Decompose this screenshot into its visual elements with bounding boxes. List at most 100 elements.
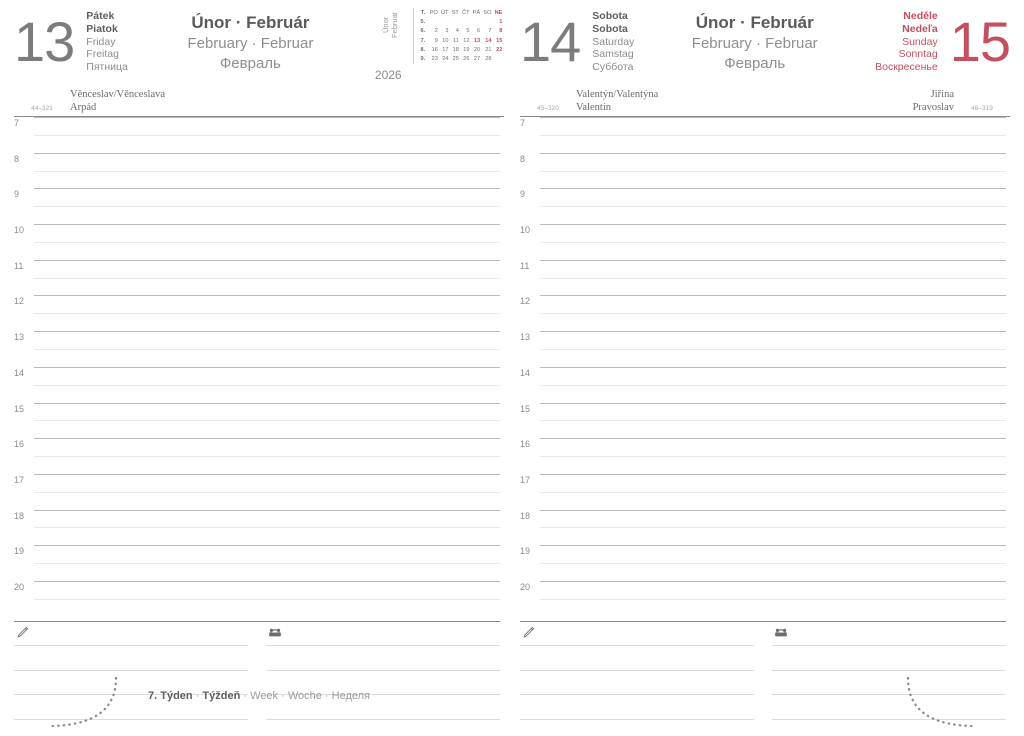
hour-row[interactable]: 11 bbox=[520, 259, 1010, 296]
mini-cal-day[interactable]: 11 bbox=[453, 37, 459, 44]
mini-cal-day[interactable]: 2 bbox=[434, 28, 438, 35]
hour-row[interactable]: 10 bbox=[520, 224, 1010, 260]
mini-cal-day[interactable] bbox=[450, 17, 460, 26]
mini-cal-day[interactable]: 7 bbox=[488, 28, 492, 35]
note-line[interactable] bbox=[520, 646, 754, 671]
note-line[interactable] bbox=[14, 646, 248, 671]
mini-cal-day[interactable]: 3 bbox=[445, 28, 449, 35]
hour-row[interactable]: 18 bbox=[14, 509, 504, 546]
note-line[interactable] bbox=[14, 622, 248, 647]
day-name-en: Friday bbox=[86, 35, 116, 48]
day-name-sk: Piatok bbox=[86, 22, 118, 35]
note-line[interactable] bbox=[772, 622, 1006, 647]
mini-cal-day[interactable]: 27 bbox=[473, 56, 481, 63]
hour-row[interactable]: 18 bbox=[520, 509, 1010, 546]
note-line[interactable] bbox=[772, 671, 1006, 696]
hour-row[interactable]: 19 bbox=[14, 545, 504, 581]
notes-block-right bbox=[520, 622, 1010, 720]
note-line[interactable] bbox=[520, 695, 754, 720]
hour-row[interactable]: 15 bbox=[14, 402, 504, 439]
mini-cal-day[interactable]: 15 bbox=[496, 37, 503, 44]
notes-column-memo-right[interactable] bbox=[520, 622, 754, 720]
nameday-sunday-line2: Pravoslav bbox=[912, 101, 954, 113]
half-hour-line bbox=[34, 384, 500, 386]
mini-cal-day[interactable]: 1 bbox=[499, 18, 503, 25]
hour-row[interactable]: 14 bbox=[14, 366, 504, 403]
mini-cal-day[interactable]: 8 bbox=[499, 28, 503, 35]
mini-cal-day[interactable]: 25 bbox=[452, 56, 459, 63]
mini-cal-day[interactable]: 5 bbox=[466, 28, 470, 35]
note-line[interactable] bbox=[520, 671, 754, 696]
mini-cal-day[interactable]: 18 bbox=[452, 47, 459, 54]
mini-cal-day[interactable] bbox=[493, 55, 504, 64]
hour-label: 16 bbox=[520, 439, 531, 450]
hour-label: 14 bbox=[14, 367, 25, 378]
hour-row[interactable]: 7 bbox=[14, 117, 504, 153]
hour-row[interactable]: 7 bbox=[520, 117, 1010, 153]
half-hour-line bbox=[34, 420, 269, 422]
hour-row[interactable]: 8 bbox=[520, 152, 1010, 189]
mini-cal-day[interactable]: 20 bbox=[473, 47, 481, 54]
day-name-cs: Pátek bbox=[86, 10, 115, 22]
mini-cal-day[interactable] bbox=[428, 17, 439, 26]
note-line[interactable] bbox=[520, 622, 754, 647]
mini-cal-day[interactable]: 16 bbox=[431, 47, 438, 54]
hour-row[interactable]: 20 bbox=[14, 580, 504, 617]
mini-cal-day[interactable]: 28 bbox=[485, 56, 492, 63]
hour-row[interactable]: 8 bbox=[14, 152, 504, 189]
half-hour-line bbox=[540, 134, 775, 136]
hour-row[interactable]: 10 bbox=[14, 224, 504, 260]
hour-row[interactable]: 9 bbox=[14, 188, 504, 224]
hour-row[interactable]: 17 bbox=[520, 473, 1010, 510]
hour-label: 13 bbox=[14, 332, 25, 343]
mini-cal-day[interactable]: 24 bbox=[442, 56, 449, 63]
hour-row[interactable]: 13 bbox=[14, 331, 504, 367]
note-line[interactable] bbox=[14, 695, 248, 720]
mini-cal-day[interactable]: 22 bbox=[496, 47, 503, 54]
hour-line bbox=[540, 366, 1006, 368]
hour-row[interactable]: 14 bbox=[520, 366, 1010, 403]
hour-row[interactable]: 9 bbox=[520, 188, 1010, 224]
note-line[interactable] bbox=[266, 622, 500, 647]
mini-cal-day[interactable] bbox=[439, 17, 450, 26]
mini-cal-day[interactable]: 4 bbox=[455, 28, 459, 35]
note-line[interactable] bbox=[266, 671, 500, 696]
mini-cal-day[interactable]: 14 bbox=[485, 37, 492, 44]
mini-cal-day[interactable]: 9 bbox=[434, 37, 438, 44]
mini-cal-day[interactable]: 23 bbox=[431, 56, 438, 63]
mini-cal-day[interactable]: 17 bbox=[442, 47, 449, 54]
mini-cal-day[interactable] bbox=[471, 17, 482, 26]
hour-row[interactable]: 15 bbox=[520, 402, 1010, 439]
note-line[interactable] bbox=[772, 695, 1006, 720]
hour-row[interactable]: 19 bbox=[520, 545, 1010, 581]
mini-cal-day[interactable]: 13 bbox=[473, 37, 481, 44]
mini-cal-day[interactable]: 6 bbox=[477, 28, 481, 35]
notes-column-phone-right[interactable] bbox=[772, 622, 1006, 720]
note-line[interactable] bbox=[266, 695, 500, 720]
half-hour-line bbox=[540, 598, 1006, 600]
hour-row[interactable]: 20 bbox=[520, 580, 1010, 617]
mini-cal-day[interactable]: 19 bbox=[463, 47, 470, 54]
hour-row[interactable]: 12 bbox=[14, 295, 504, 331]
mini-cal-day[interactable]: 21 bbox=[485, 47, 492, 54]
half-hour-line bbox=[775, 420, 1006, 422]
hour-row[interactable]: 11 bbox=[14, 259, 504, 296]
hour-row[interactable]: 12 bbox=[520, 295, 1010, 331]
notes-column-phone-left[interactable] bbox=[266, 622, 500, 720]
hour-row[interactable]: 17 bbox=[14, 473, 504, 510]
mini-cal-day[interactable] bbox=[482, 17, 493, 26]
mini-cal-day[interactable]: 10 bbox=[442, 37, 449, 44]
hour-row[interactable]: 13 bbox=[520, 331, 1010, 367]
note-line[interactable] bbox=[14, 671, 248, 696]
mini-cal-day[interactable] bbox=[460, 17, 471, 26]
daycode-sunday: 46–319 bbox=[971, 105, 993, 112]
mini-cal-day[interactable]: 12 bbox=[463, 37, 470, 44]
mini-cal-day[interactable]: 26 bbox=[463, 56, 470, 63]
hour-row[interactable]: 16 bbox=[520, 438, 1010, 474]
hour-row[interactable]: 16 bbox=[14, 438, 504, 474]
half-hour-line bbox=[34, 170, 500, 172]
note-line[interactable] bbox=[772, 646, 1006, 671]
half-hour-line bbox=[269, 491, 500, 493]
notes-column-memo-left[interactable] bbox=[14, 622, 248, 720]
note-line[interactable] bbox=[266, 646, 500, 671]
